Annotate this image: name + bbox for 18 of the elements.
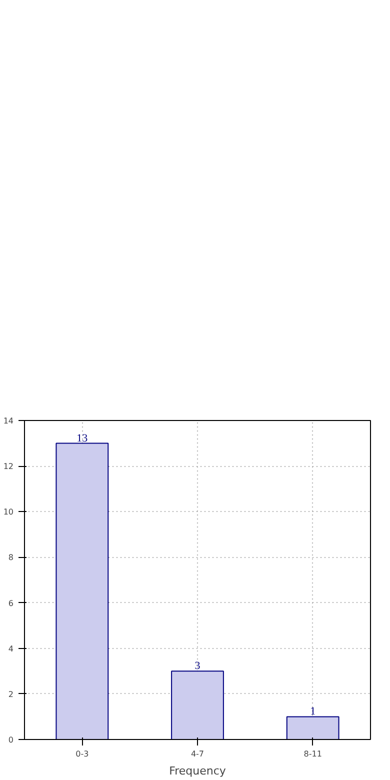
y-tick-label: 2 bbox=[8, 690, 14, 699]
y-tick-label: 4 bbox=[8, 644, 14, 654]
y-tick-label: 12 bbox=[3, 462, 14, 472]
y-tick-label: 8 bbox=[8, 553, 14, 562]
bar bbox=[286, 716, 340, 740]
bar bbox=[56, 442, 109, 740]
data-label: 3 bbox=[194, 660, 201, 672]
y-tick-label: 14 bbox=[3, 416, 14, 426]
y-tick-label: 0 bbox=[8, 736, 14, 744]
x-tick-label: 4-7 bbox=[190, 750, 204, 758]
y-tick-label: 10 bbox=[3, 508, 14, 517]
y-tick-label: 6 bbox=[8, 598, 14, 608]
data-label: 1 bbox=[310, 706, 316, 718]
data-label: 13 bbox=[76, 432, 88, 444]
x-tick-label: 8-11 bbox=[304, 750, 322, 758]
x-tick-label: 0-3 bbox=[76, 750, 89, 758]
bar bbox=[171, 670, 224, 740]
x-axis-title: Frequency bbox=[169, 764, 226, 778]
